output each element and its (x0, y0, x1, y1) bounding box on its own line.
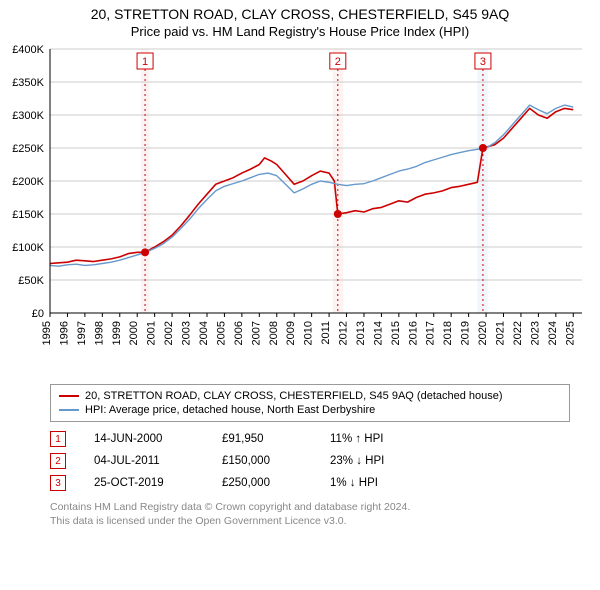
x-tick-label: 2008 (268, 321, 280, 345)
sale-marker-icon: 3 (50, 475, 66, 491)
legend-swatch (59, 395, 79, 397)
sale-price: £150,000 (222, 455, 302, 467)
sale-row: 3 25-OCT-2019 £250,000 1% ↓ HPI (50, 472, 570, 494)
legend-label: HPI: Average price, detached house, Nort… (85, 404, 375, 416)
x-tick-label: 1995 (41, 321, 53, 345)
legend-item: 20, STRETTON ROAD, CLAY CROSS, CHESTERFI… (59, 389, 561, 403)
legend: 20, STRETTON ROAD, CLAY CROSS, CHESTERFI… (50, 384, 570, 422)
series-hpi (50, 105, 573, 266)
y-tick-label: £350K (12, 77, 44, 89)
sale-row: 1 14-JUN-2000 £91,950 11% ↑ HPI (50, 428, 570, 450)
x-tick-label: 2016 (407, 321, 419, 345)
x-tick-label: 2023 (529, 321, 541, 345)
x-tick-label: 2021 (495, 321, 507, 345)
y-tick-label: £400K (12, 44, 44, 56)
y-tick-label: £150K (12, 209, 44, 221)
sale-diff: 1% ↓ HPI (330, 477, 430, 489)
event-marker-label: 3 (480, 56, 486, 68)
y-tick-label: £50K (18, 275, 44, 287)
y-tick-label: £100K (12, 242, 44, 254)
x-tick-label: 2019 (460, 321, 472, 345)
sale-date: 25-OCT-2019 (94, 477, 194, 489)
sale-date: 04-JUL-2011 (94, 455, 194, 467)
y-tick-label: £250K (12, 143, 44, 155)
attribution-line2: This data is licensed under the Open Gov… (50, 514, 570, 528)
x-tick-label: 1998 (93, 321, 105, 345)
x-tick-label: 1999 (111, 321, 123, 345)
x-tick-label: 2000 (128, 321, 140, 345)
x-tick-label: 2024 (547, 321, 559, 345)
x-tick-label: 2011 (320, 321, 332, 345)
x-tick-label: 2005 (215, 321, 227, 345)
x-tick-label: 2020 (477, 321, 489, 345)
chart-plot: £0 £50K £100K £150K £200K £250K £300K £350K £400… (0, 41, 600, 376)
sale-diff: 11% ↑ HPI (330, 433, 430, 445)
x-tick-label: 1996 (58, 321, 70, 345)
x-tick-label: 2007 (250, 321, 262, 345)
x-tick-label: 2025 (564, 321, 576, 345)
x-tick-label: 2010 (303, 321, 315, 345)
sale-row: 2 04-JUL-2011 £150,000 23% ↓ HPI (50, 450, 570, 472)
sales-table: 1 14-JUN-2000 £91,950 11% ↑ HPI 2 04-JUL-2011… (50, 428, 570, 494)
sale-marker-dot (334, 210, 342, 218)
chart-title: 20, STRETTON ROAD, CLAY CROSS, CHESTERFI… (0, 6, 600, 22)
x-tick-label: 2022 (512, 321, 524, 345)
legend-label: 20, STRETTON ROAD, CLAY CROSS, CHESTERFI… (85, 390, 503, 402)
attribution-line1: Contains HM Land Registry data © Crown c… (50, 500, 570, 514)
y-tick-label: £0 (32, 308, 44, 320)
x-tick-label: 2018 (442, 321, 454, 345)
x-tick-label: 2017 (425, 321, 437, 345)
x-tick-label: 2015 (390, 321, 402, 345)
x-tick-label: 2014 (372, 321, 384, 345)
event-marker-label: 1 (142, 56, 148, 68)
x-tick-label: 2006 (233, 321, 245, 345)
sale-marker-icon: 1 (50, 431, 66, 447)
sale-marker-dot (141, 248, 149, 256)
y-tick-label: £300K (12, 110, 44, 122)
legend-swatch (59, 409, 79, 411)
x-tick-label: 2009 (285, 321, 297, 345)
chart-svg: £0 £50K £100K £150K £200K £250K £300K £350K £400… (0, 41, 600, 371)
sale-diff: 23% ↓ HPI (330, 455, 430, 467)
x-tick-label: 2003 (181, 321, 193, 345)
chart-subtitle: Price paid vs. HM Land Registry's House … (0, 24, 600, 39)
event-marker-label: 2 (335, 56, 341, 68)
x-tick-label: 2002 (163, 321, 175, 345)
title-block: 20, STRETTON ROAD, CLAY CROSS, CHESTERFI… (0, 0, 600, 41)
y-tick-label: £200K (12, 176, 44, 188)
x-tick-label: 2001 (146, 321, 158, 345)
series-price_paid (50, 108, 573, 263)
sale-marker-dot (479, 144, 487, 152)
sale-marker-icon: 2 (50, 453, 66, 469)
chart-container: 20, STRETTON ROAD, CLAY CROSS, CHESTERFI… (0, 0, 600, 528)
x-tick-label: 1997 (76, 321, 88, 345)
x-tick-label: 2013 (355, 321, 367, 345)
sale-price: £91,950 (222, 433, 302, 445)
x-tick-label: 2004 (198, 321, 210, 345)
sale-date: 14-JUN-2000 (94, 433, 194, 445)
attribution: Contains HM Land Registry data © Crown c… (50, 500, 570, 528)
legend-item: HPI: Average price, detached house, Nort… (59, 403, 561, 417)
sale-price: £250,000 (222, 477, 302, 489)
x-tick-label: 2012 (338, 321, 350, 345)
